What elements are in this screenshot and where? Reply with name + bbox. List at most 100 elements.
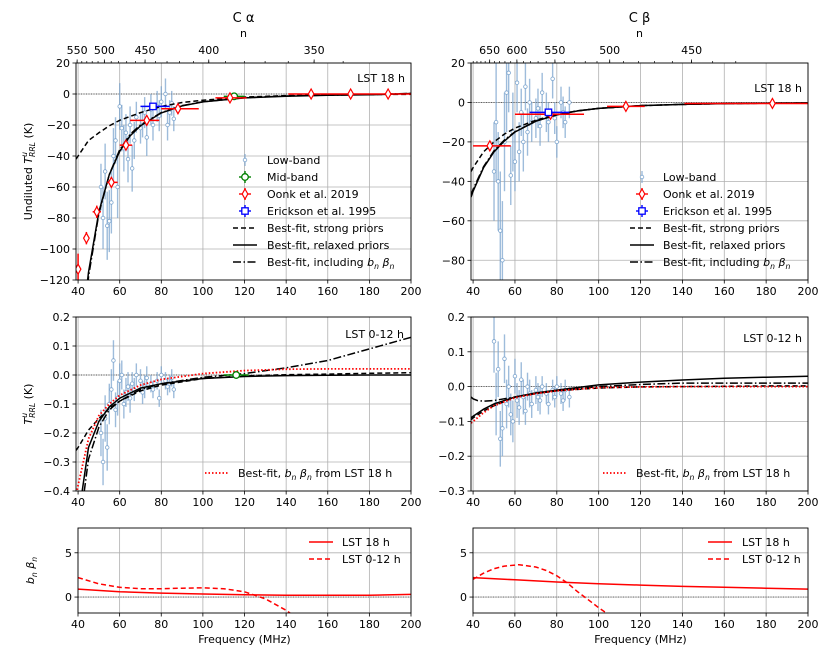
lowband-marker [512,159,518,164]
data-point-oonk [473,139,511,153]
x-tick-label: 120 [630,618,651,631]
data-point-lowband [525,372,530,401]
data-point-oonk [119,138,133,152]
data-point-lowband [107,190,112,253]
lowband-marker [496,179,501,184]
x-tick-label: 60 [113,496,127,509]
lowband-marker [157,396,162,401]
legend-label: Low-band [267,154,320,167]
top-tick-label: 450 [681,44,702,57]
lowband-marker [546,401,551,407]
lowband-marker [167,110,172,115]
plot-area [471,317,808,467]
lowband-marker [117,104,122,109]
data-point-lowband [132,377,137,402]
data-point-lowband [119,360,124,390]
lowband-marker [109,387,114,392]
data-point-lowband [159,366,164,384]
x-tick-label: 60 [508,285,522,298]
legend: Best-fit, bn​ βn​ from LST 18 h [603,467,790,482]
data-point-lowband [535,383,541,411]
lowband-marker [138,378,143,383]
oonk-marker [143,114,151,127]
x-tick-label: 140 [276,285,297,298]
data-point-lowband [105,424,110,471]
legend-entry: Best-fit, relaxed priors [630,239,786,252]
lowband-marker [558,100,564,105]
lowband-marker [109,200,114,205]
lowband-marker [552,394,557,400]
x-tick-label: 180 [756,496,777,509]
oonk-marker [622,100,630,113]
y-tick-label: 0.2 [448,311,466,324]
x-tick-label: 200 [401,496,422,509]
axes-frame [75,62,412,281]
x-tick-label: 160 [714,285,735,298]
lst-annotation: LST 0-12 h [345,328,404,341]
lowband-marker [123,130,129,135]
lst-annotation: LST 0-12 h [743,332,802,345]
lowband-marker [506,384,511,389]
lowband-marker [163,91,168,97]
lowband-marker [165,122,170,128]
erickson-marker [149,102,157,111]
x-tick-label: 120 [234,285,255,298]
fit-line-solid [81,374,411,491]
oonk-marker [768,97,776,110]
lowband-marker [111,358,116,363]
panel-2: 40 60 80 100 120 140 160 180 200200−20−40−60−80L… [442,11,819,298]
lowband-marker [535,394,541,400]
y-tick-label: −0.1 [43,398,70,411]
legend-entry: Oonk et al. 2019 [239,187,359,201]
panel-title: C β [629,11,651,26]
y-axis-label: TuRRL​ (K) [20,384,37,425]
data-point-oonk [107,176,118,189]
erickson-marker [638,207,646,215]
data-point-oonk [607,100,645,113]
lowband-marker [500,426,505,431]
lowband-marker [554,139,560,145]
data-point-lowband [163,78,168,110]
lowband-marker [546,119,551,125]
legend-entry: Erickson et al. 1995 [239,205,376,218]
legend-label: LST 18 h [342,536,390,549]
oonk-marker [307,87,315,101]
data-point-lowband [539,376,545,398]
data-point-lowband [171,106,176,132]
y-tick-label: −0.4 [43,485,70,498]
legend-entry: Oonk et al. 2019 [636,187,755,201]
lowband-marker [523,408,528,414]
legend-label: Best-fit, strong priors [663,222,780,235]
lowband-marker [525,384,530,389]
legend-entry: LST 0-12 h [708,553,801,566]
legend-label: Erickson et al. 1995 [663,205,772,218]
lowband-marker [119,125,124,131]
data-point-erickson [140,102,170,111]
x-tick-label: 160 [714,496,735,509]
legend-label: Low-band [663,171,716,184]
x-tick-label: 140 [672,285,693,298]
lowband-marker [100,215,106,221]
y-tick-label: 0 [65,591,72,604]
midband-marker [232,371,241,379]
lowband-marker [125,156,131,162]
data-point-midband [223,371,249,379]
lowband-marker [98,184,104,190]
lowband-marker [516,405,522,410]
x-tick-label: 100 [192,285,213,298]
data-point-lowband [539,72,545,113]
x-tick-label: 160 [317,618,338,631]
top-tick-label: 500 [94,44,115,57]
data-point-lowband [127,106,133,144]
lowband-marker [493,119,499,125]
oonk-marker [638,187,646,201]
data-point-lowband [100,438,106,486]
x-tick-label: 40 [466,496,480,509]
lowband-marker [567,394,572,400]
data-point-lowband [496,341,501,398]
x-tick-label: 40 [71,496,85,509]
top-axis-label: n [636,27,643,40]
data-point-lowband [493,63,499,182]
y-tick-label: −60 [47,181,70,194]
lowband-marker [500,258,505,263]
